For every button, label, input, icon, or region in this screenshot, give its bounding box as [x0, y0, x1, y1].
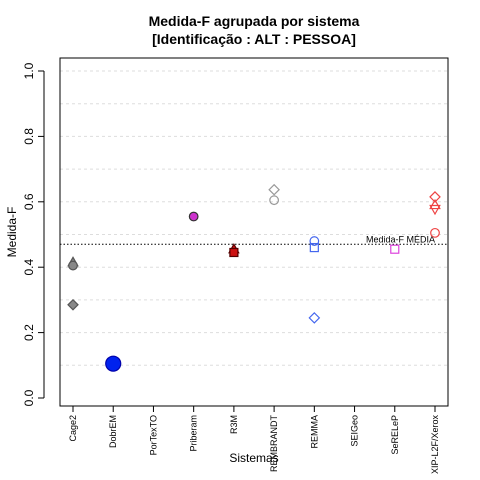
y-tick-label: 0.6 [22, 193, 36, 210]
reference-line-label: Medida-F MÉDIA [366, 234, 435, 244]
data-point [429, 198, 441, 210]
data-point [309, 242, 319, 253]
y-tick-label: 0.0 [22, 389, 36, 406]
data-point [105, 355, 122, 372]
x-tick-label: REMBRANDT [269, 415, 279, 473]
y-tick-label: 0.8 [22, 128, 36, 145]
x-tick-label: PorTexTO [148, 415, 158, 455]
y-tick-label: 0.4 [22, 259, 36, 276]
data-point [268, 183, 280, 196]
data-point [67, 298, 79, 311]
y-tick-label: 0.2 [22, 324, 36, 341]
x-axis: Cage2 DobrEM PorTexTO Priberam R3M REMBRANDT R… [68, 405, 440, 475]
plot-frame [59, 57, 449, 407]
data-point [309, 236, 320, 246]
x-tick-label: REMMA [309, 415, 319, 449]
x-tick-label: Cage2 [68, 415, 78, 442]
x-tick-label: Priberam [189, 415, 199, 452]
data-point [429, 204, 441, 216]
data-point [229, 247, 239, 258]
data-point [430, 227, 440, 238]
data-point [188, 211, 199, 222]
data-point [429, 191, 441, 203]
data-point [68, 260, 78, 271]
y-tick-label: 1.0 [22, 62, 36, 79]
y-axis-label: Medida-F [5, 207, 19, 258]
chart-title-line1: Medida-F agrupada por sistema [149, 13, 360, 29]
x-tick-label: SeRELeP [390, 415, 400, 455]
x-tick-label: DobrEM [108, 415, 118, 448]
x-tick-label: XIP-L2F/Xerox [430, 415, 440, 475]
x-axis-label: Sistemas [229, 451, 278, 465]
y-axis: 0.0 0.2 0.4 0.6 0.8 1.0 [22, 62, 45, 406]
data-point [269, 195, 280, 206]
data-point [390, 244, 400, 254]
data-point [308, 312, 321, 324]
chart-title-line2: [Identificação : ALT : PESSOA] [152, 31, 356, 47]
x-tick-label: R3M [229, 415, 239, 434]
data-points [67, 183, 441, 372]
reference-line-group: Medida-F MÉDIA [60, 234, 448, 245]
x-tick-label: SEIGeo [350, 415, 360, 447]
gridlines [60, 70, 448, 366]
